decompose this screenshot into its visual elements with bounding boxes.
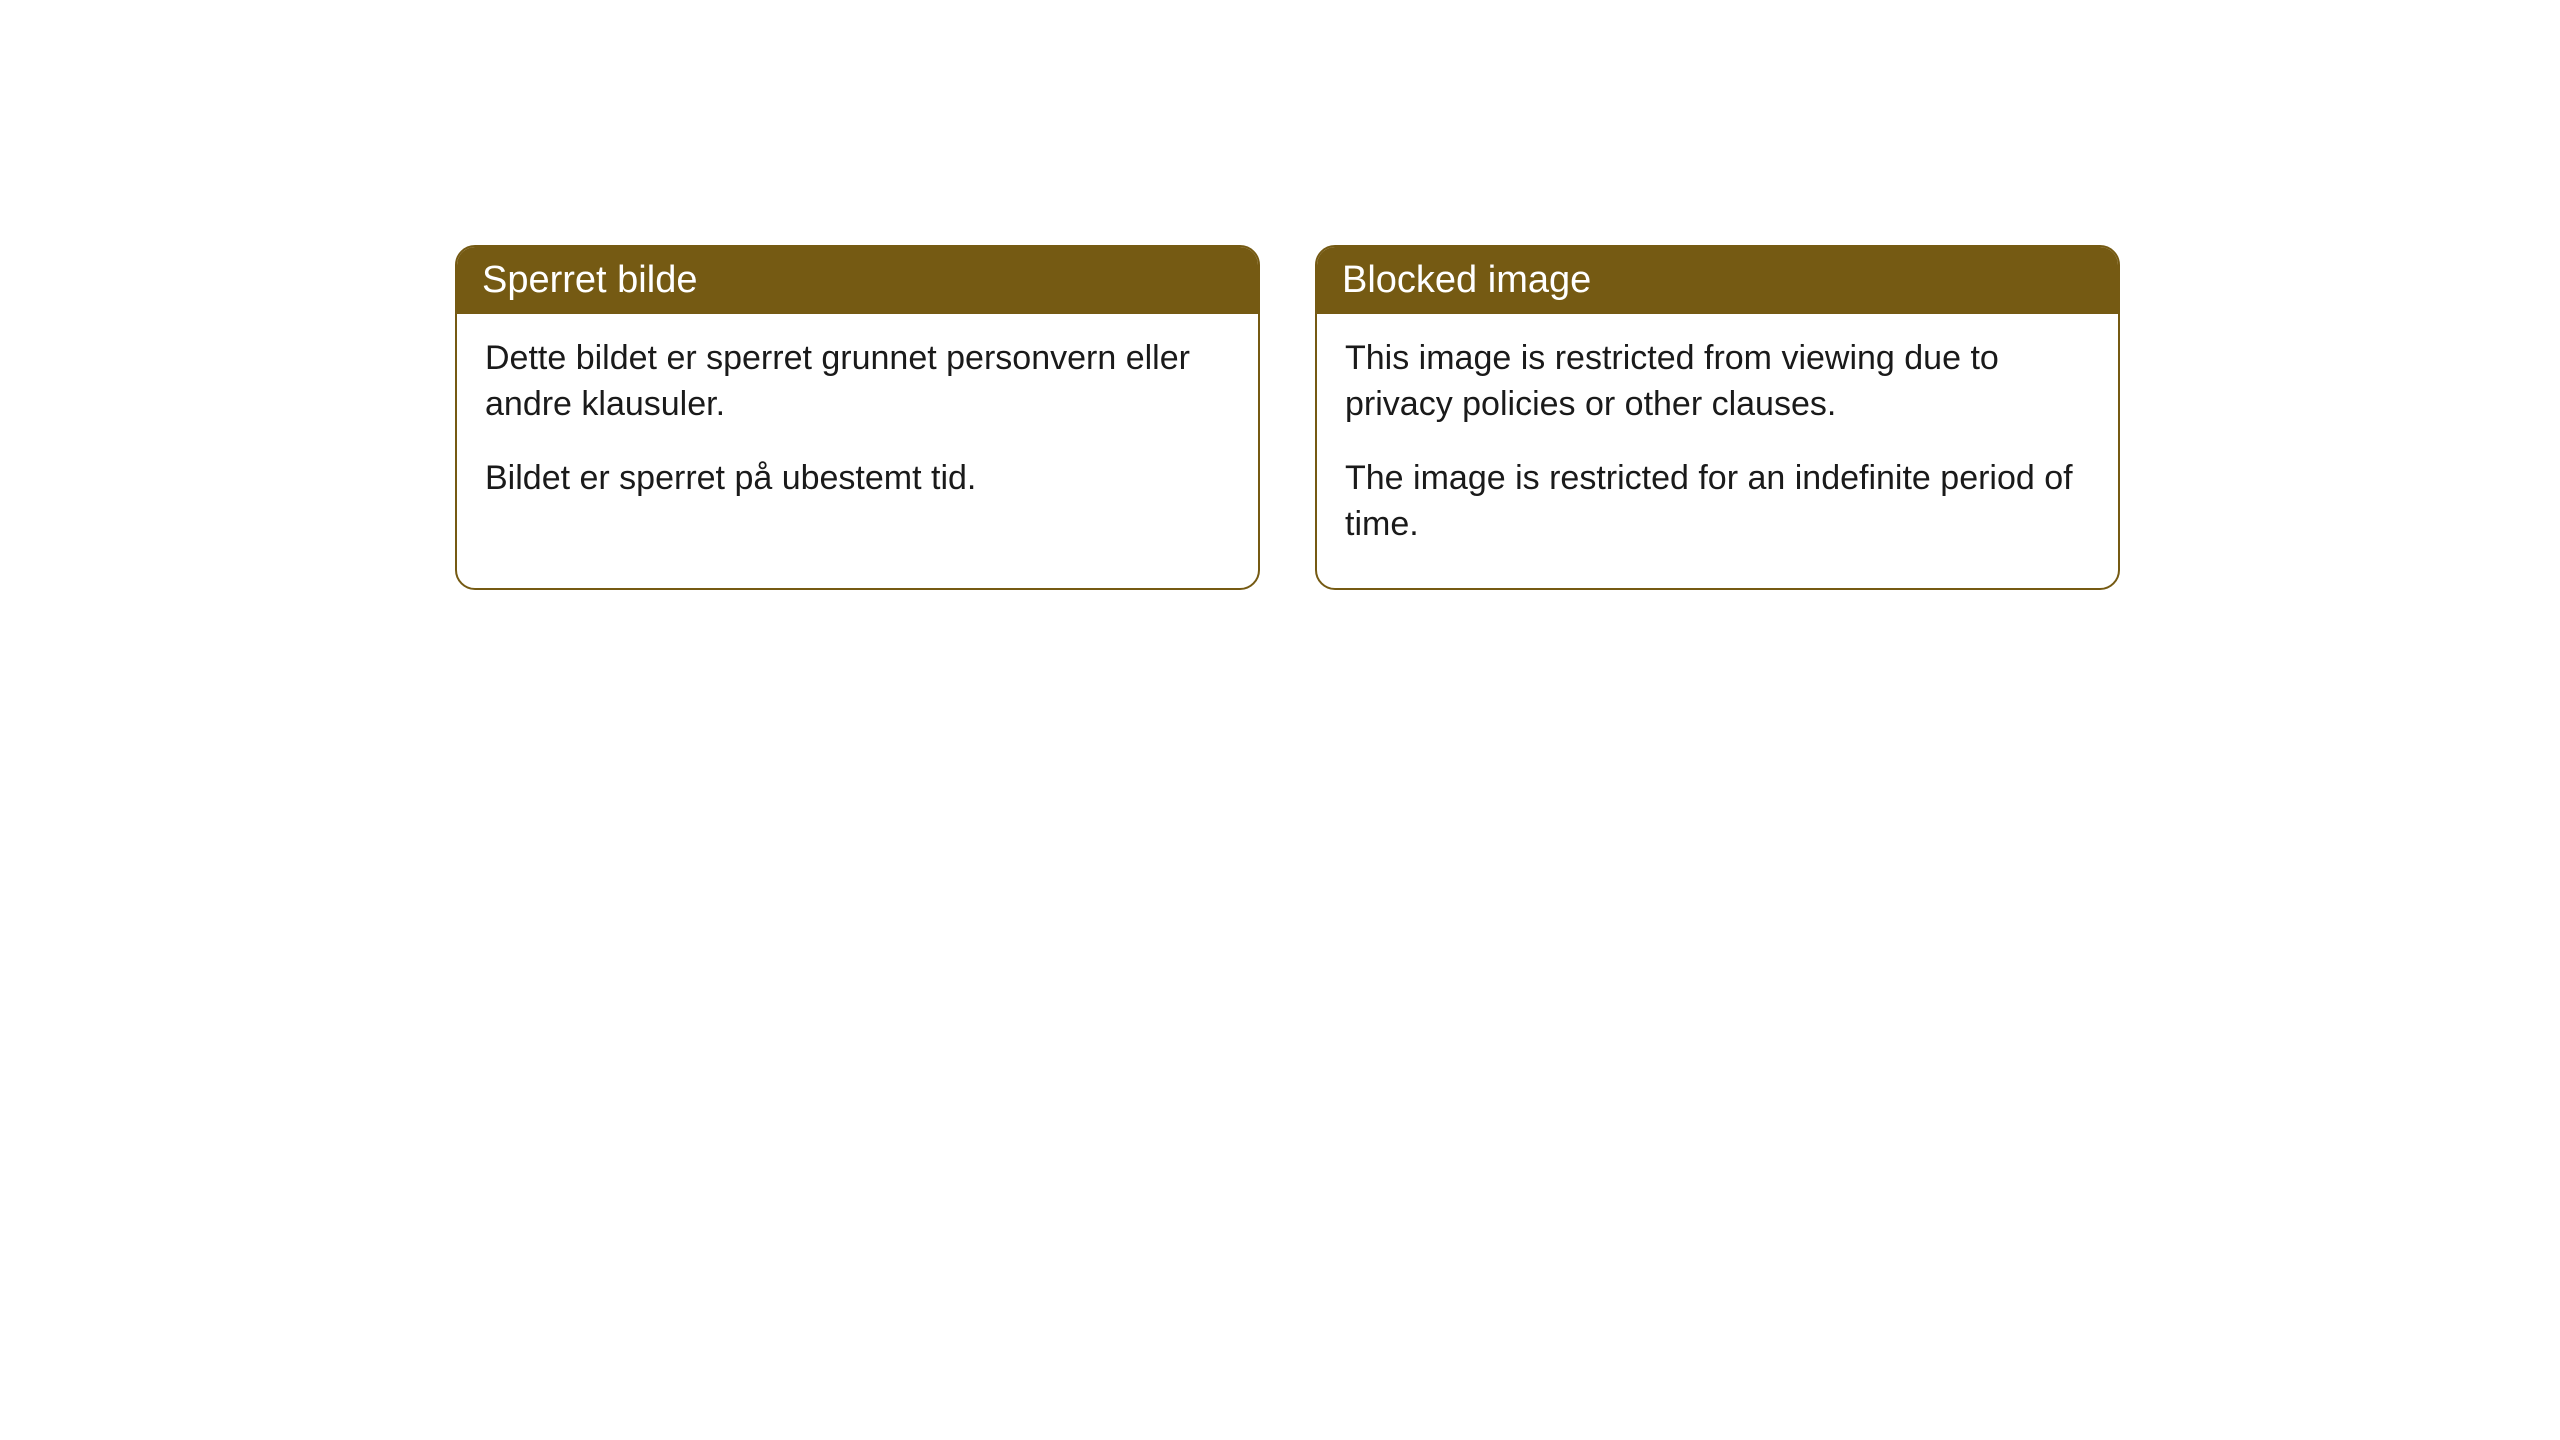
notice-card-norwegian: Sperret bilde Dette bildet er sperret gr… [455, 245, 1260, 590]
card-title: Blocked image [1342, 259, 1591, 301]
card-paragraph-1: Dette bildet er sperret grunnet personve… [485, 336, 1230, 428]
notice-card-english: Blocked image This image is restricted f… [1315, 245, 2120, 590]
notice-cards-container: Sperret bilde Dette bildet er sperret gr… [455, 245, 2120, 590]
card-paragraph-2: Bildet er sperret på ubestemt tid. [485, 456, 1230, 502]
card-body: Dette bildet er sperret grunnet personve… [457, 314, 1258, 542]
card-title: Sperret bilde [482, 259, 697, 301]
card-header: Sperret bilde [457, 247, 1258, 314]
card-body: This image is restricted from viewing du… [1317, 314, 2118, 588]
card-paragraph-2: The image is restricted for an indefinit… [1345, 456, 2090, 548]
card-header: Blocked image [1317, 247, 2118, 314]
card-paragraph-1: This image is restricted from viewing du… [1345, 336, 2090, 428]
